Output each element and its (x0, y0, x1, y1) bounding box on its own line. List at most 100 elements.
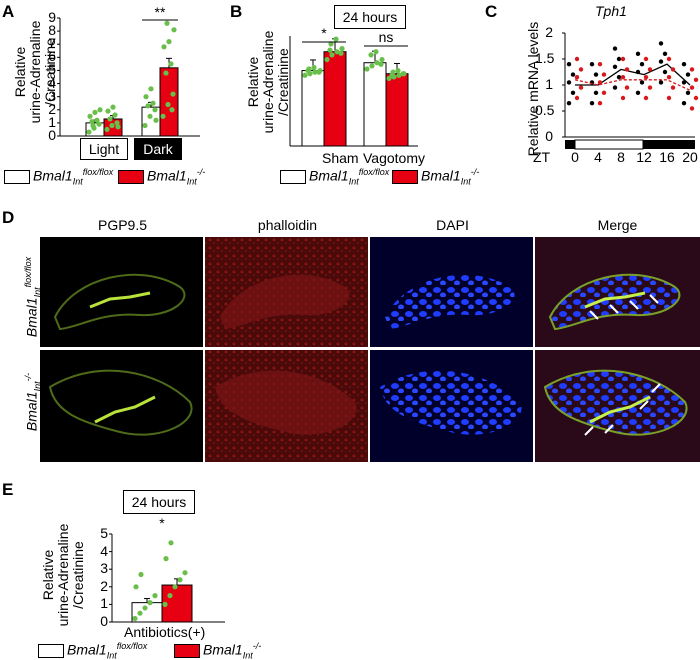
panel-c-xtick-2: 8 (617, 149, 625, 165)
legend-e-ko: Bmal1Int-/- (174, 641, 261, 660)
micrograph-ctrl-pgp-fibers (89, 291, 151, 309)
panel-c-point-0-1-3 (593, 72, 599, 77)
panel-c-point-0-5-4 (681, 61, 687, 67)
panel-b-point-0-0-5 (311, 64, 317, 71)
panel-e-point-0-1-4 (182, 570, 188, 576)
panel-e-bar-0-1 (161, 584, 193, 623)
panel-a-point-0-0-6 (92, 109, 98, 115)
micrograph-ctrl-dapi-villus (385, 274, 515, 329)
panel-c-point-1-3-3 (647, 67, 653, 72)
panel-a-point-1-1-7 (171, 27, 177, 33)
panel-a-point-1-0-2 (152, 107, 158, 113)
panel-a-ytick-label-1: 1 (48, 113, 56, 130)
panel-e-point-0-1-6 (168, 540, 174, 546)
panel-c-point-0-2-0 (612, 85, 618, 90)
panel-c-point-1-3-1 (647, 85, 653, 90)
panel-c-point-0-4-2 (658, 59, 664, 64)
legend-e-ctrl-sup: flox/flox (116, 641, 148, 651)
legend-ab-ctrl-sub: Int (72, 176, 83, 187)
legend-e-ctrl-text: Bmal1 (67, 641, 107, 658)
legend-e-ctrl: Bmal1Intflox/flox (38, 641, 147, 660)
panel-a-point-0-1-3 (107, 116, 113, 122)
panel-c-point-0-5-2 (681, 80, 687, 85)
panel-c-point-1-0-0 (574, 95, 580, 101)
legend-b-ko-text: Bmal1 (421, 167, 461, 184)
panel-d-col-pgp: PGP9.5 (97, 217, 148, 233)
panel-e-ytick-label-3: 3 (100, 560, 108, 577)
panel-e-ytick-label-5: 5 (100, 525, 108, 541)
legend-b-ko: Bmal1Int-/- (392, 167, 479, 186)
panel-a-ytick-label-7: 7 (48, 35, 56, 52)
micrograph-ko-merge-villus (543, 369, 688, 436)
panel-b-chart: * ns (289, 25, 418, 147)
panel-c-point-1-3-0 (643, 95, 649, 101)
micrograph-grid (40, 237, 700, 462)
panel-a-point-0-1-6 (110, 104, 116, 110)
panel-c-point-0-1-4 (589, 61, 595, 67)
panel-c-point-0-4-3 (662, 51, 668, 56)
legend-e-ko-text: Bmal1 (203, 641, 243, 658)
panel-a-point-0-0-3 (89, 118, 95, 125)
panel-c-ytick-label-0: 0 (545, 128, 553, 144)
panel-b-point-0-1-1 (329, 52, 335, 58)
panel-a-letter: A (2, 2, 15, 21)
panel-a-point-0-0-2 (96, 121, 102, 127)
legend-b-ko-sub: Int (460, 176, 471, 187)
panel-c-point-1-1-3 (601, 72, 607, 77)
panel-c-point-1-2-0 (620, 95, 626, 101)
micrograph-ctrl-merge-fibers (584, 291, 646, 309)
panel-c-chart (562, 32, 699, 150)
panel-b-point-0-0-7 (305, 67, 311, 74)
legend-b-ctrl-text: Bmal1 (309, 167, 349, 184)
panel-c-xtick-0: 0 (571, 149, 579, 165)
micrograph-ko-pgp-fibers (94, 395, 156, 424)
legend-b-ctrl: Bmal1Intflox/flox (280, 167, 389, 186)
panel-a-point-1-0-3 (145, 103, 151, 109)
panel-b-point-0-1-5 (333, 36, 339, 42)
panel-e-ytick-label-0: 0 (100, 613, 108, 629)
panel-a-light-label: Light (80, 138, 128, 160)
panel-c-point-1-2-2 (620, 75, 626, 80)
legend-ab-ko-sub: Int (186, 176, 197, 187)
legend-ab-ko-sup: -/- (196, 167, 206, 177)
panel-c-point-0-2-3 (616, 56, 622, 62)
panel-a-point-0-0-7 (97, 107, 103, 113)
panel-a-point-1-1-6 (166, 39, 172, 45)
panel-c-ytick-label-1: 0.5 (535, 102, 555, 118)
micrograph-ctrl-phalloidin-villus (220, 274, 350, 329)
panel-c-point-1-5-0 (689, 106, 695, 111)
panel-a-point-0-1-7 (115, 124, 121, 130)
legend-b-ctrl-sup: flox/flox (358, 167, 390, 177)
panel-d-col-phalloidin: phalloidin (257, 217, 318, 233)
panel-c-point-0-0-3 (570, 72, 576, 77)
panel-b-point-1-0-1 (369, 63, 375, 69)
panel-c-xtick-1: 4 (594, 149, 602, 165)
panel-c-point-1-3-2 (643, 75, 649, 80)
panel-c-point-1-2-1 (624, 85, 630, 90)
panel-c-point-1-2-4 (620, 56, 626, 62)
panel-e-point-0-1-1 (167, 593, 173, 599)
panel-a-ytick-label-0: 0 (48, 127, 56, 143)
micrograph-ko-dapi-villus (380, 370, 522, 435)
panel-e-point-0-0-5 (133, 584, 139, 590)
legend-b-ko-sup: -/- (470, 167, 480, 177)
panel-b-point-0-0-2 (312, 69, 318, 75)
panel-a-point-1-1-0 (160, 113, 166, 119)
panel-c-point-1-5-2 (689, 85, 695, 90)
panel-b-title: 24 hours (334, 5, 406, 29)
panel-a-point-1-1-2 (170, 91, 176, 97)
panel-a-ytick-label-8: 8 (48, 22, 56, 39)
panel-c-point-1-4-4 (666, 56, 672, 62)
legend-e-ctrl-swatch (38, 643, 64, 658)
panel-c-point-1-0-3 (578, 67, 584, 72)
panel-c-point-0-2-2 (612, 64, 618, 70)
panel-c-point-0-3-3 (639, 61, 645, 67)
legend-ab-ctrl-swatch (4, 169, 30, 184)
legend-ab-ctrl-text: Bmal1 (33, 167, 73, 184)
panel-c-xlabel: ZT (533, 149, 551, 165)
legend-ab-ctrl-sup: flox/flox (82, 167, 114, 177)
panel-e-xlabel: Antibiotics(+) (124, 624, 206, 640)
panel-c-point-0-1-0 (589, 101, 595, 106)
panel-e-point-0-0-6 (138, 571, 144, 578)
